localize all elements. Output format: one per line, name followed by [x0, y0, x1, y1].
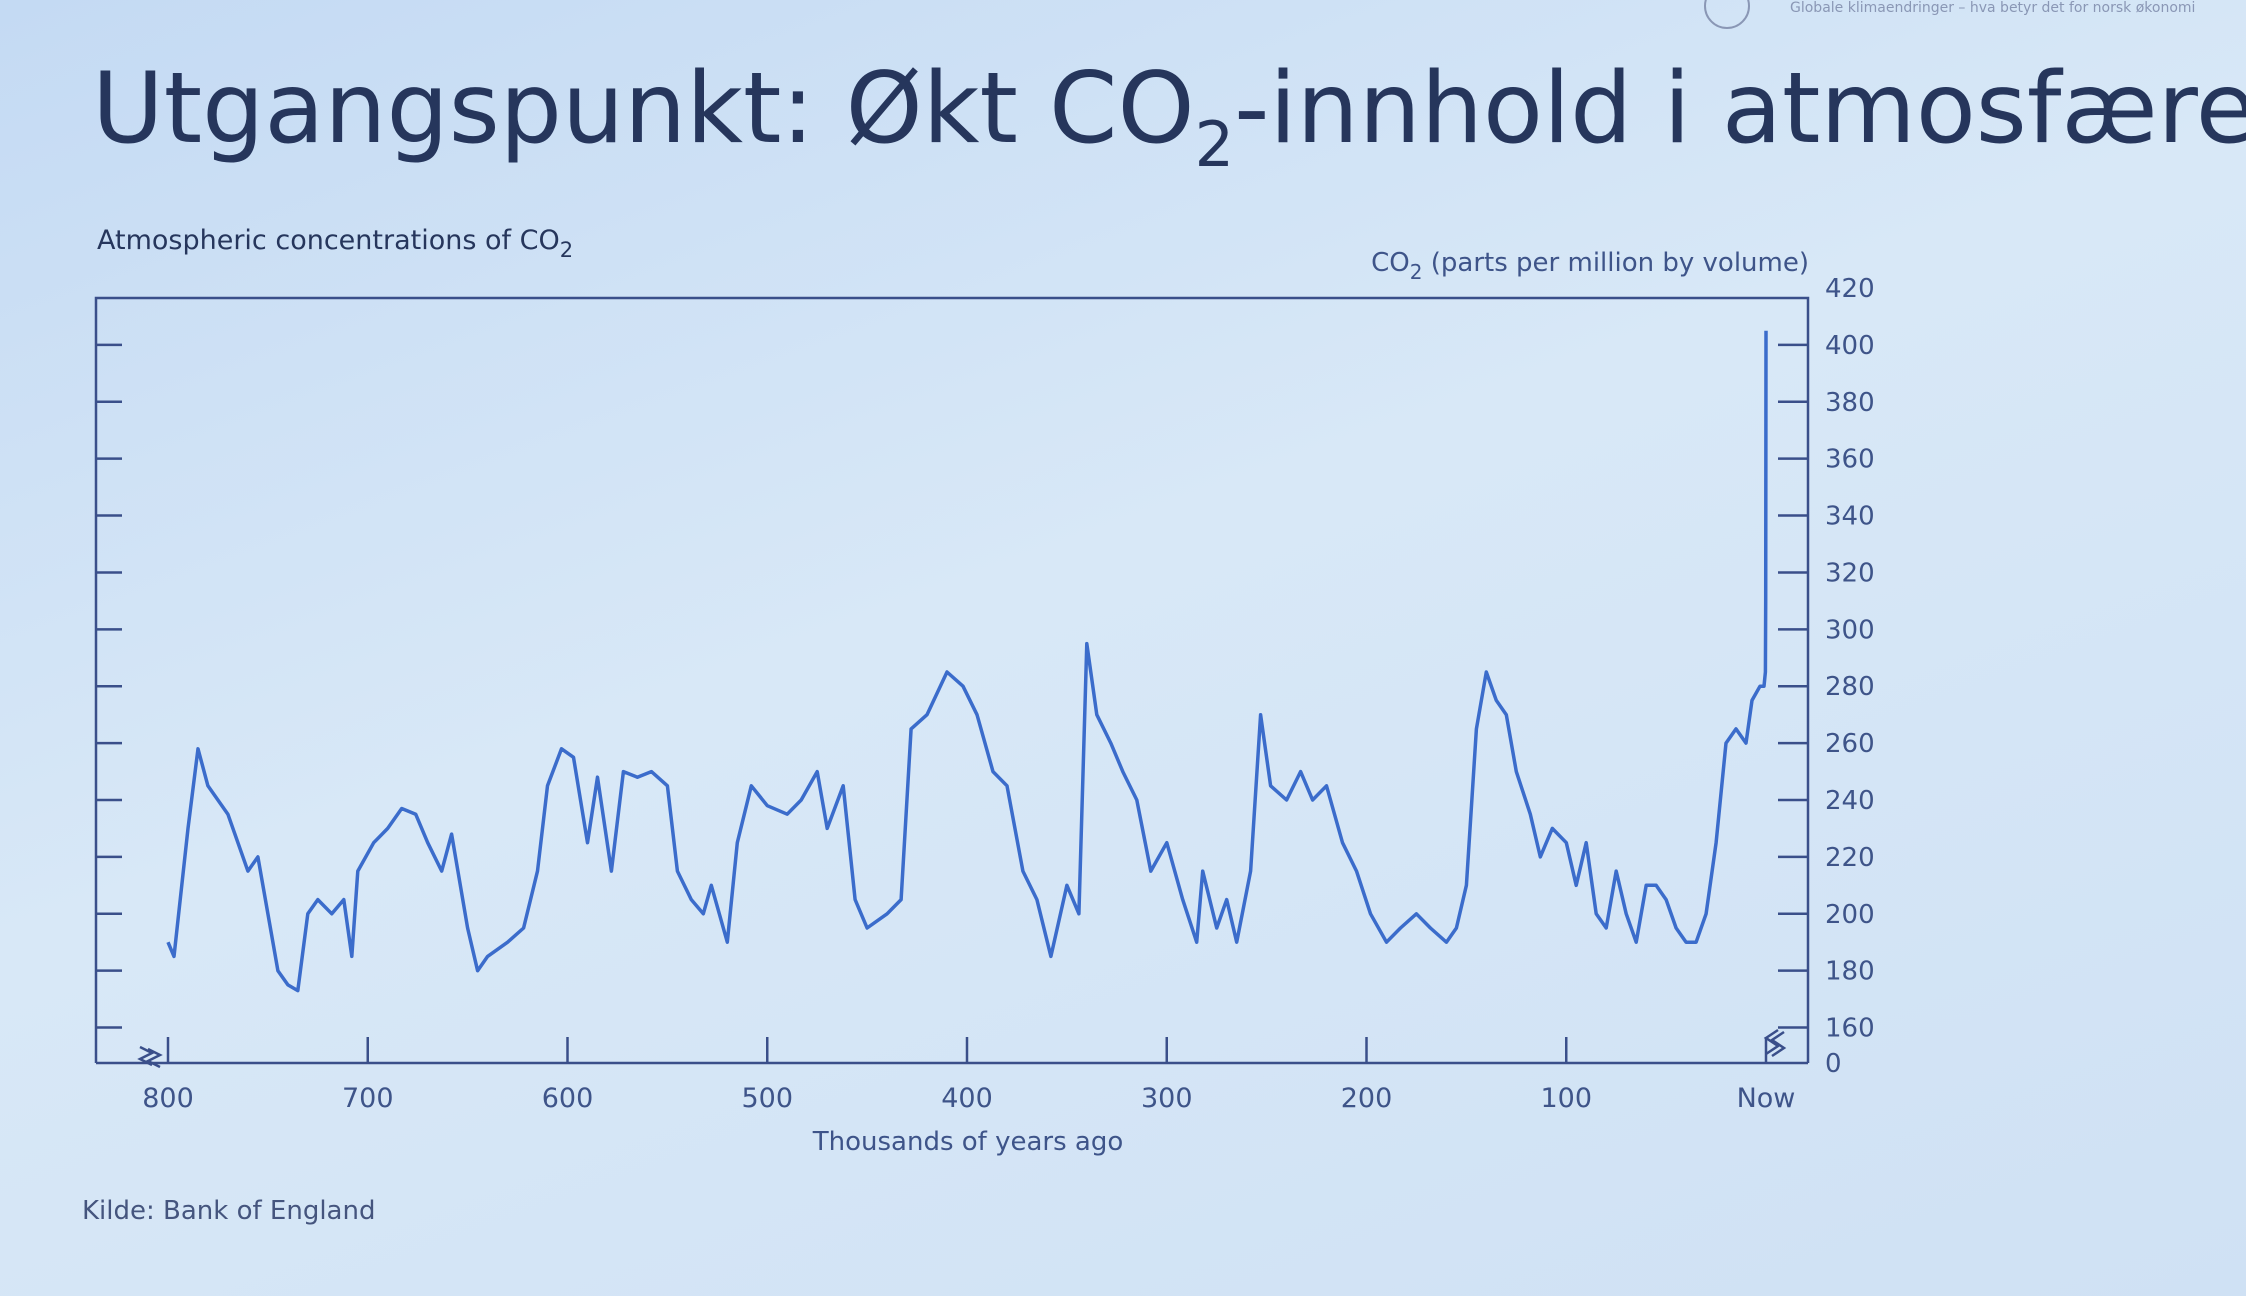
slide-title: Utgangspunkt: Økt CO2-innhold i atmosfær…: [92, 52, 2246, 181]
x-tick-label: 400: [941, 1083, 993, 1114]
axis-break: [1763, 1028, 1787, 1058]
y-tick-label: 200: [1825, 900, 1875, 930]
x-tick-label: 300: [1141, 1083, 1193, 1114]
y-tick-label: 320: [1825, 558, 1875, 588]
y-label-part: CO: [1371, 248, 1410, 278]
axis-break: [137, 1045, 163, 1069]
y-tick-label: 380: [1825, 388, 1875, 418]
y-tick-label: 300: [1825, 615, 1875, 645]
title-part: Utgangspunkt: Økt CO: [92, 52, 1195, 166]
x-axis-label: Thousands of years ago: [812, 1127, 1124, 1157]
chart-title: Atmospheric concentrations of CO2: [97, 225, 573, 262]
source: Kilde: Bank of England: [82, 1196, 375, 1226]
x-tick-label: 200: [1341, 1083, 1393, 1114]
co2-line: [166, 330, 1768, 993]
y-tick-label: 0: [1825, 1049, 1842, 1079]
y-tick-label: 240: [1825, 786, 1875, 816]
y-tick-label: 280: [1825, 672, 1875, 702]
chart-title-sub: 2: [560, 238, 573, 262]
x-tick-label: Now: [1737, 1083, 1796, 1114]
y-tick-label: 180: [1825, 957, 1875, 987]
header-text: Globale klimaendringer – hva betyr det f…: [1790, 0, 2195, 16]
y-tick-label: 220: [1825, 843, 1875, 873]
x-tick-label: 500: [741, 1083, 793, 1114]
title-sub: 2: [1195, 108, 1234, 181]
x-tick-label: 800: [142, 1083, 194, 1114]
y-tick-label: 160: [1825, 1014, 1875, 1044]
y-label-part: (parts per million by volume): [1423, 248, 1809, 278]
logo: [1704, 0, 1750, 29]
y-tick-label: 420: [1825, 274, 1875, 304]
y-axis-label: CO2 (parts per million by volume): [1371, 248, 1809, 284]
y-tick-label: 260: [1825, 729, 1875, 759]
chart-title-part: Atmospheric concentrations of CO: [97, 225, 560, 256]
x-tick-label: 600: [542, 1083, 594, 1114]
x-tick-label: 100: [1540, 1083, 1592, 1114]
y-label-sub: 2: [1410, 260, 1423, 284]
y-tick-label: 360: [1825, 445, 1875, 475]
x-tick-label: 700: [342, 1083, 394, 1114]
y-tick-label: 400: [1825, 331, 1875, 361]
title-part: -innhold i atmosfæren…: [1234, 52, 2246, 166]
y-tick-label: 340: [1825, 502, 1875, 532]
plot-frame: [94, 296, 1810, 1063]
